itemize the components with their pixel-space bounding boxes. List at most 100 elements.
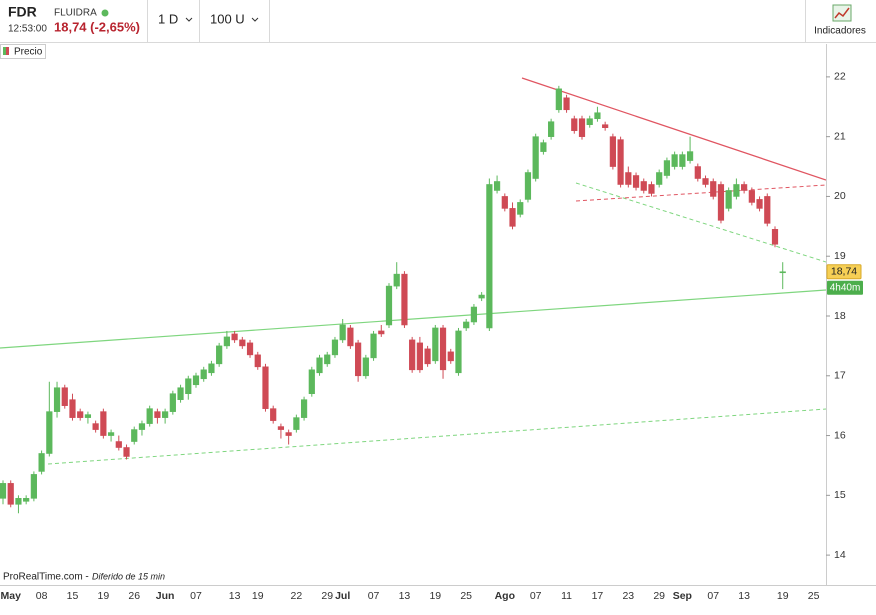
x-tick-label: 07: [707, 590, 719, 602]
candle-body: [100, 411, 107, 436]
x-tick-label: 17: [592, 590, 604, 602]
last-price-tag: [826, 264, 862, 280]
trend-line: [575, 182, 826, 263]
indicators-icon-line: [834, 7, 850, 19]
candle-body: [771, 229, 779, 245]
candle-body: [38, 453, 45, 472]
x-tick-label: 11: [561, 590, 572, 602]
candle-body: [671, 154, 678, 167]
candle-body: [355, 342, 362, 377]
candle-body: [493, 181, 501, 191]
candle-body: [146, 408, 153, 424]
candle-body: [370, 333, 377, 359]
candle-body: [694, 166, 701, 179]
period[interactable]: 1 D: [158, 11, 178, 26]
x-tick-label: May: [1, 590, 22, 602]
candle-body: [532, 136, 539, 179]
candle-body: [663, 160, 671, 176]
candle-body: [586, 118, 593, 126]
candle-body: [0, 483, 7, 499]
candle-body: [53, 387, 61, 412]
units-selector[interactable]: 100 U: [210, 11, 259, 26]
y-tick-label: 21: [834, 130, 846, 142]
candle-body: [424, 348, 431, 365]
candle-body: [23, 498, 30, 502]
dropdown-arrow: [251, 17, 259, 22]
candle-body: [478, 294, 485, 299]
candle-body: [764, 196, 771, 224]
candle-body: [15, 498, 22, 505]
candle-body: [609, 136, 616, 167]
x-tick-label: 25: [808, 590, 820, 602]
y-tick-label: 17: [834, 370, 846, 382]
y-tick-label: 19: [834, 250, 846, 262]
candle-body: [679, 154, 686, 167]
status-dot: [101, 9, 109, 17]
drawings: [0, 77, 826, 465]
indicators-button[interactable]: Indicadores: [814, 4, 866, 37]
candle-body: [208, 363, 215, 374]
candle-body: [524, 172, 532, 200]
price-change: 18,74 (-2,65%): [54, 19, 140, 34]
candle-body: [640, 181, 647, 191]
candle-body: [563, 97, 570, 111]
candle-body: [231, 333, 238, 341]
candle-body: [293, 417, 300, 430]
candle-body: [447, 351, 454, 362]
candle-body: [648, 184, 655, 194]
candle-body: [378, 330, 385, 335]
legend-icon: [6, 47, 9, 55]
candle-body: [439, 327, 447, 371]
trend-line: [0, 289, 826, 349]
candle-body: [686, 151, 694, 161]
countdown-label: 4h40m: [830, 282, 861, 293]
candle-body: [69, 399, 76, 418]
candle-body: [192, 375, 200, 386]
y-tick-label: 22: [834, 71, 846, 83]
candle-body: [455, 330, 462, 374]
candle-body: [741, 184, 748, 191]
units[interactable]: 100 U: [210, 11, 245, 26]
candle-body: [501, 196, 508, 209]
x-tick-label: 15: [67, 590, 79, 602]
candle-body: [331, 339, 339, 356]
toolbar: FDR 12:53:00 FLUIDRA 18,74 (-2,65%) 1 D …: [0, 0, 876, 43]
x-tick-label: 26: [128, 590, 140, 602]
candle-body: [578, 118, 586, 137]
candle-body: [409, 339, 416, 371]
candle-body: [470, 306, 478, 323]
candle-body: [138, 423, 146, 430]
instrument-name: FLUIDRA: [54, 8, 97, 19]
indicators-label[interactable]: Indicadores: [814, 26, 866, 37]
legend-icon: [3, 47, 6, 55]
period-selector[interactable]: 1 D: [158, 11, 193, 26]
candle-body: [617, 139, 624, 185]
candle-body: [200, 369, 207, 380]
candle-body: [107, 432, 115, 436]
x-tick-label: 23: [622, 590, 634, 602]
candle-body: [246, 342, 254, 356]
candle-body: [725, 190, 732, 209]
symbol: FDR: [8, 4, 37, 20]
candle-body: [92, 423, 99, 430]
y-tick-label: 16: [834, 429, 846, 441]
candle-body: [362, 357, 369, 377]
trend-line: [521, 77, 826, 181]
footer-source: ProRealTime.com -: [3, 572, 89, 583]
candle-body: [717, 184, 725, 221]
candle-body: [632, 175, 640, 188]
candle-body: [779, 271, 786, 274]
x-tick-label: Ago: [495, 590, 515, 602]
candle-body: [548, 121, 555, 137]
candle-body: [393, 273, 400, 287]
y-tick-label: 18: [834, 310, 846, 322]
x-tick-label: 19: [98, 590, 110, 602]
x-tick-label: Sep: [673, 590, 692, 602]
candle-body: [223, 336, 230, 347]
candle-body: [239, 339, 246, 347]
x-tick-label: 13: [738, 590, 750, 602]
candle-body: [123, 447, 130, 457]
candle-body: [61, 387, 68, 406]
